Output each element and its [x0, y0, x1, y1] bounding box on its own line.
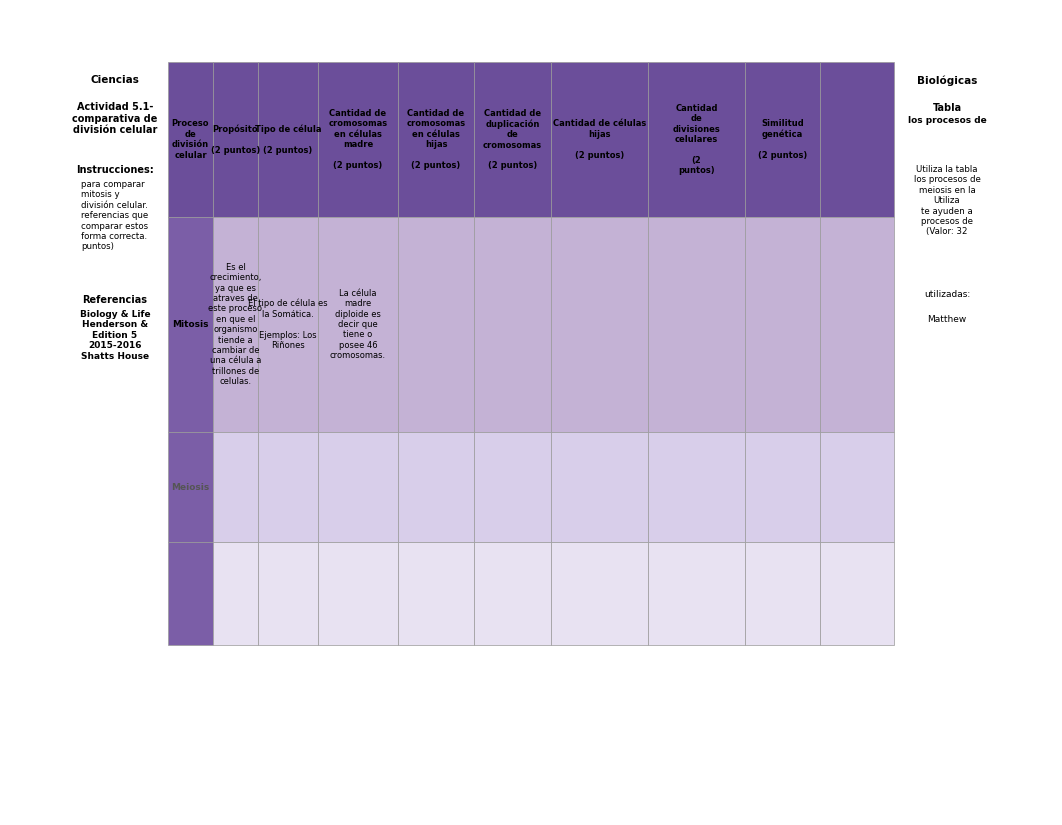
Text: para comparar
mitosis y
división celular.
referencias que
comparar estos
forma c: para comparar mitosis y división celular… [82, 180, 149, 252]
Bar [258, 62, 318, 217]
Bar [820, 62, 894, 217]
Bar [474, 432, 551, 542]
Text: Ciencias: Ciencias [90, 75, 139, 85]
Text: Utiliza la tabla
los procesos de
meiosis en la
Utiliza
te ayuden a
procesos de
(: Utiliza la tabla los procesos de meiosis… [913, 165, 980, 237]
Bar [258, 432, 318, 542]
Bar [398, 62, 474, 217]
Bar [746, 542, 820, 645]
Bar [820, 542, 894, 645]
Text: Biology & Life
Henderson &
Edition 5
2015-2016
Shatts House: Biology & Life Henderson & Edition 5 201… [80, 310, 151, 361]
Bar [820, 432, 894, 542]
Bar [258, 217, 318, 432]
Text: Mitosis: Mitosis [172, 320, 209, 329]
Text: Cantidad de
cromosomas
en células
madre

(2 puntos): Cantidad de cromosomas en células madre … [328, 109, 388, 170]
Bar [648, 62, 746, 217]
Text: Tipo de célula

(2 puntos): Tipo de célula (2 puntos) [255, 125, 321, 154]
Text: Propósito

(2 puntos): Propósito (2 puntos) [211, 125, 260, 154]
Bar [213, 217, 258, 432]
Bar [318, 62, 398, 217]
Bar [820, 217, 894, 432]
Text: los procesos de: los procesos de [908, 116, 987, 125]
Bar [168, 62, 213, 217]
Bar [213, 62, 258, 217]
Text: Matthew: Matthew [927, 315, 966, 324]
Text: utilizadas:: utilizadas: [924, 290, 970, 299]
Text: Instrucciones:: Instrucciones: [76, 165, 154, 175]
Text: Biológicas: Biológicas [917, 75, 977, 86]
Bar [551, 542, 648, 645]
Text: Actividad 5.1-
comparativa de
división celular: Actividad 5.1- comparativa de división c… [72, 102, 157, 135]
Text: El tipo de célula es
la Somática.

Ejemplos: Los
Riñones: El tipo de célula es la Somática. Ejempl… [249, 299, 328, 350]
Bar [648, 217, 746, 432]
Bar [318, 432, 398, 542]
Bar [398, 432, 474, 542]
Bar [398, 217, 474, 432]
Text: Cantidad de células
hijas

(2 puntos): Cantidad de células hijas (2 puntos) [553, 120, 646, 159]
Text: Referencias: Referencias [83, 295, 148, 305]
Text: Proceso
de
división
celular: Proceso de división celular [172, 120, 209, 159]
Bar [474, 542, 551, 645]
Bar [168, 432, 213, 542]
Bar [398, 542, 474, 645]
Bar [746, 432, 820, 542]
Bar [551, 217, 648, 432]
Bar [474, 62, 551, 217]
Bar [318, 542, 398, 645]
Bar [168, 542, 213, 645]
Text: Es el
crecimiento,
ya que es
atraves de
este proceso
en que el
organismo
tiende : Es el crecimiento, ya que es atraves de … [208, 263, 262, 386]
Text: Cantidad de
duplicación
de
cromosomas

(2 puntos): Cantidad de duplicación de cromosomas (2… [483, 109, 542, 170]
Bar [318, 217, 398, 432]
Text: Meiosis: Meiosis [171, 483, 209, 492]
Bar [551, 432, 648, 542]
Text: La célula
madre
diploide es
decir que
tiene o
posee 46
cromosomas.: La célula madre diploide es decir que ti… [330, 289, 387, 361]
Bar [648, 432, 746, 542]
Bar [213, 542, 258, 645]
Text: Tabla: Tabla [932, 103, 961, 113]
Bar [648, 542, 746, 645]
Text: Cantidad de
cromosomas
en células
hijas

(2 puntos): Cantidad de cromosomas en células hijas … [407, 109, 465, 170]
Bar [746, 62, 820, 217]
Bar [168, 217, 213, 432]
Text: Cantidad
de
divisiones
celulares

(2
puntos): Cantidad de divisiones celulares (2 punt… [672, 104, 720, 175]
Bar [474, 217, 551, 432]
Bar [551, 62, 648, 217]
Bar [258, 542, 318, 645]
Bar [213, 432, 258, 542]
Bar [746, 217, 820, 432]
Text: Similitud
genética

(2 puntos): Similitud genética (2 puntos) [758, 119, 807, 160]
